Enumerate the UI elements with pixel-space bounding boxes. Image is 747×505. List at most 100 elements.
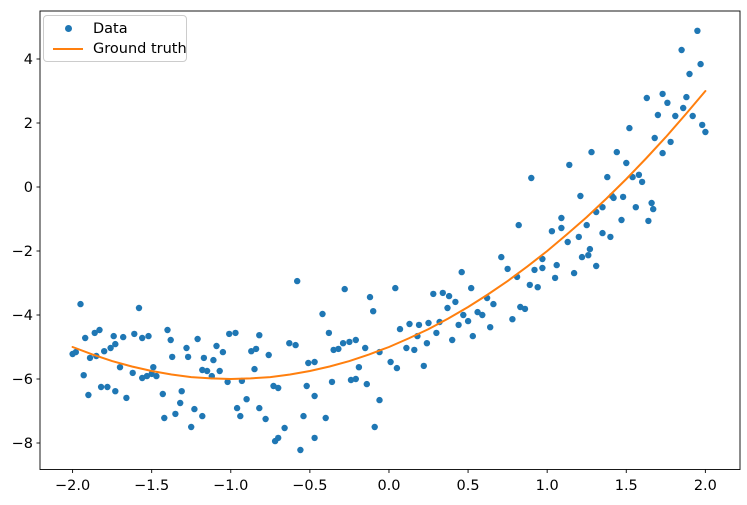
data-point <box>311 392 318 400</box>
plot-frame <box>39 10 741 470</box>
data-point <box>509 316 516 323</box>
data-point <box>558 224 565 232</box>
data-point <box>159 390 166 398</box>
data-point <box>539 264 546 272</box>
data-point <box>262 415 269 423</box>
legend-label-data: Data <box>93 20 128 37</box>
data-point <box>101 348 108 355</box>
data-point <box>458 268 465 276</box>
data-point <box>203 367 211 375</box>
data-point <box>610 194 617 202</box>
x-tick-label: −1.5 <box>134 478 169 494</box>
data-point <box>191 405 198 413</box>
data-point <box>623 159 630 167</box>
data-point <box>319 310 326 318</box>
data-point <box>632 204 639 211</box>
data-point <box>531 266 538 274</box>
data-point <box>645 217 652 225</box>
data-point <box>248 348 255 355</box>
data-point <box>521 305 529 313</box>
y-tick-label: −6 <box>12 372 33 388</box>
data-point <box>449 336 456 344</box>
data-point <box>664 99 671 107</box>
data-point <box>564 238 571 246</box>
data-point <box>460 311 467 319</box>
data-point <box>376 396 383 404</box>
x-tick-label: 1.0 <box>536 478 559 494</box>
data-point <box>199 412 206 420</box>
data-point <box>86 354 94 362</box>
data-point <box>265 351 272 359</box>
y-tick-label: 0 <box>24 180 33 196</box>
data-point <box>588 148 595 156</box>
x-tick-label: 0.0 <box>377 478 400 494</box>
data-point <box>553 261 560 269</box>
data-point <box>297 446 304 454</box>
data-point <box>370 308 377 315</box>
data-point <box>406 320 413 328</box>
data-point <box>164 326 171 334</box>
data-point <box>252 345 260 353</box>
data-point <box>566 161 573 169</box>
data-point <box>694 27 701 34</box>
data-point <box>256 404 263 412</box>
data-point <box>607 233 614 241</box>
data-point <box>638 178 646 186</box>
data-point <box>72 348 80 356</box>
data-point <box>643 94 650 102</box>
data-point <box>425 319 432 327</box>
legend-item-ground-truth: Ground truth <box>44 39 187 58</box>
data-point <box>243 396 250 403</box>
data-point <box>686 70 693 78</box>
data-point <box>577 192 584 200</box>
data-point <box>292 341 299 349</box>
data-point <box>689 112 696 120</box>
x-tick-label: 0.5 <box>457 478 480 494</box>
data-point <box>335 345 342 353</box>
data-point <box>85 391 92 399</box>
x-tick-label: 1.5 <box>615 478 638 494</box>
data-point <box>346 338 353 346</box>
data-point <box>452 298 459 306</box>
data-point <box>570 269 578 277</box>
data-point <box>363 380 370 388</box>
data-point <box>548 228 556 235</box>
data-point <box>275 384 282 392</box>
data-point <box>487 324 494 331</box>
data-point <box>672 112 679 120</box>
data-point <box>469 332 476 340</box>
data-point <box>311 434 318 442</box>
data-point <box>110 332 117 340</box>
data-point <box>539 255 546 263</box>
data-point <box>371 423 378 431</box>
data-point <box>654 111 662 119</box>
data-point <box>439 289 446 297</box>
data-point <box>474 308 481 316</box>
data-point <box>702 128 709 136</box>
data-point <box>366 293 374 301</box>
data-point <box>112 340 119 348</box>
data-point <box>455 321 462 329</box>
data-point <box>699 121 706 129</box>
data-point <box>219 348 227 356</box>
data-point <box>393 364 401 372</box>
data-point <box>515 221 522 229</box>
data-point <box>680 104 687 112</box>
data-point <box>341 285 348 293</box>
data-point <box>420 362 427 370</box>
data-point <box>177 399 184 407</box>
data-point <box>325 329 333 337</box>
data-point <box>107 344 114 352</box>
data-point <box>275 434 282 442</box>
legend-marker-column <box>53 47 83 50</box>
line-marker-icon <box>53 47 83 50</box>
data-point <box>167 336 174 344</box>
data-point <box>226 330 233 338</box>
data-point <box>659 90 666 98</box>
data-point <box>551 274 559 282</box>
data-point <box>104 383 111 391</box>
y-tick-label: 4 <box>24 52 33 68</box>
data-point <box>433 329 440 337</box>
data-point <box>161 414 168 422</box>
